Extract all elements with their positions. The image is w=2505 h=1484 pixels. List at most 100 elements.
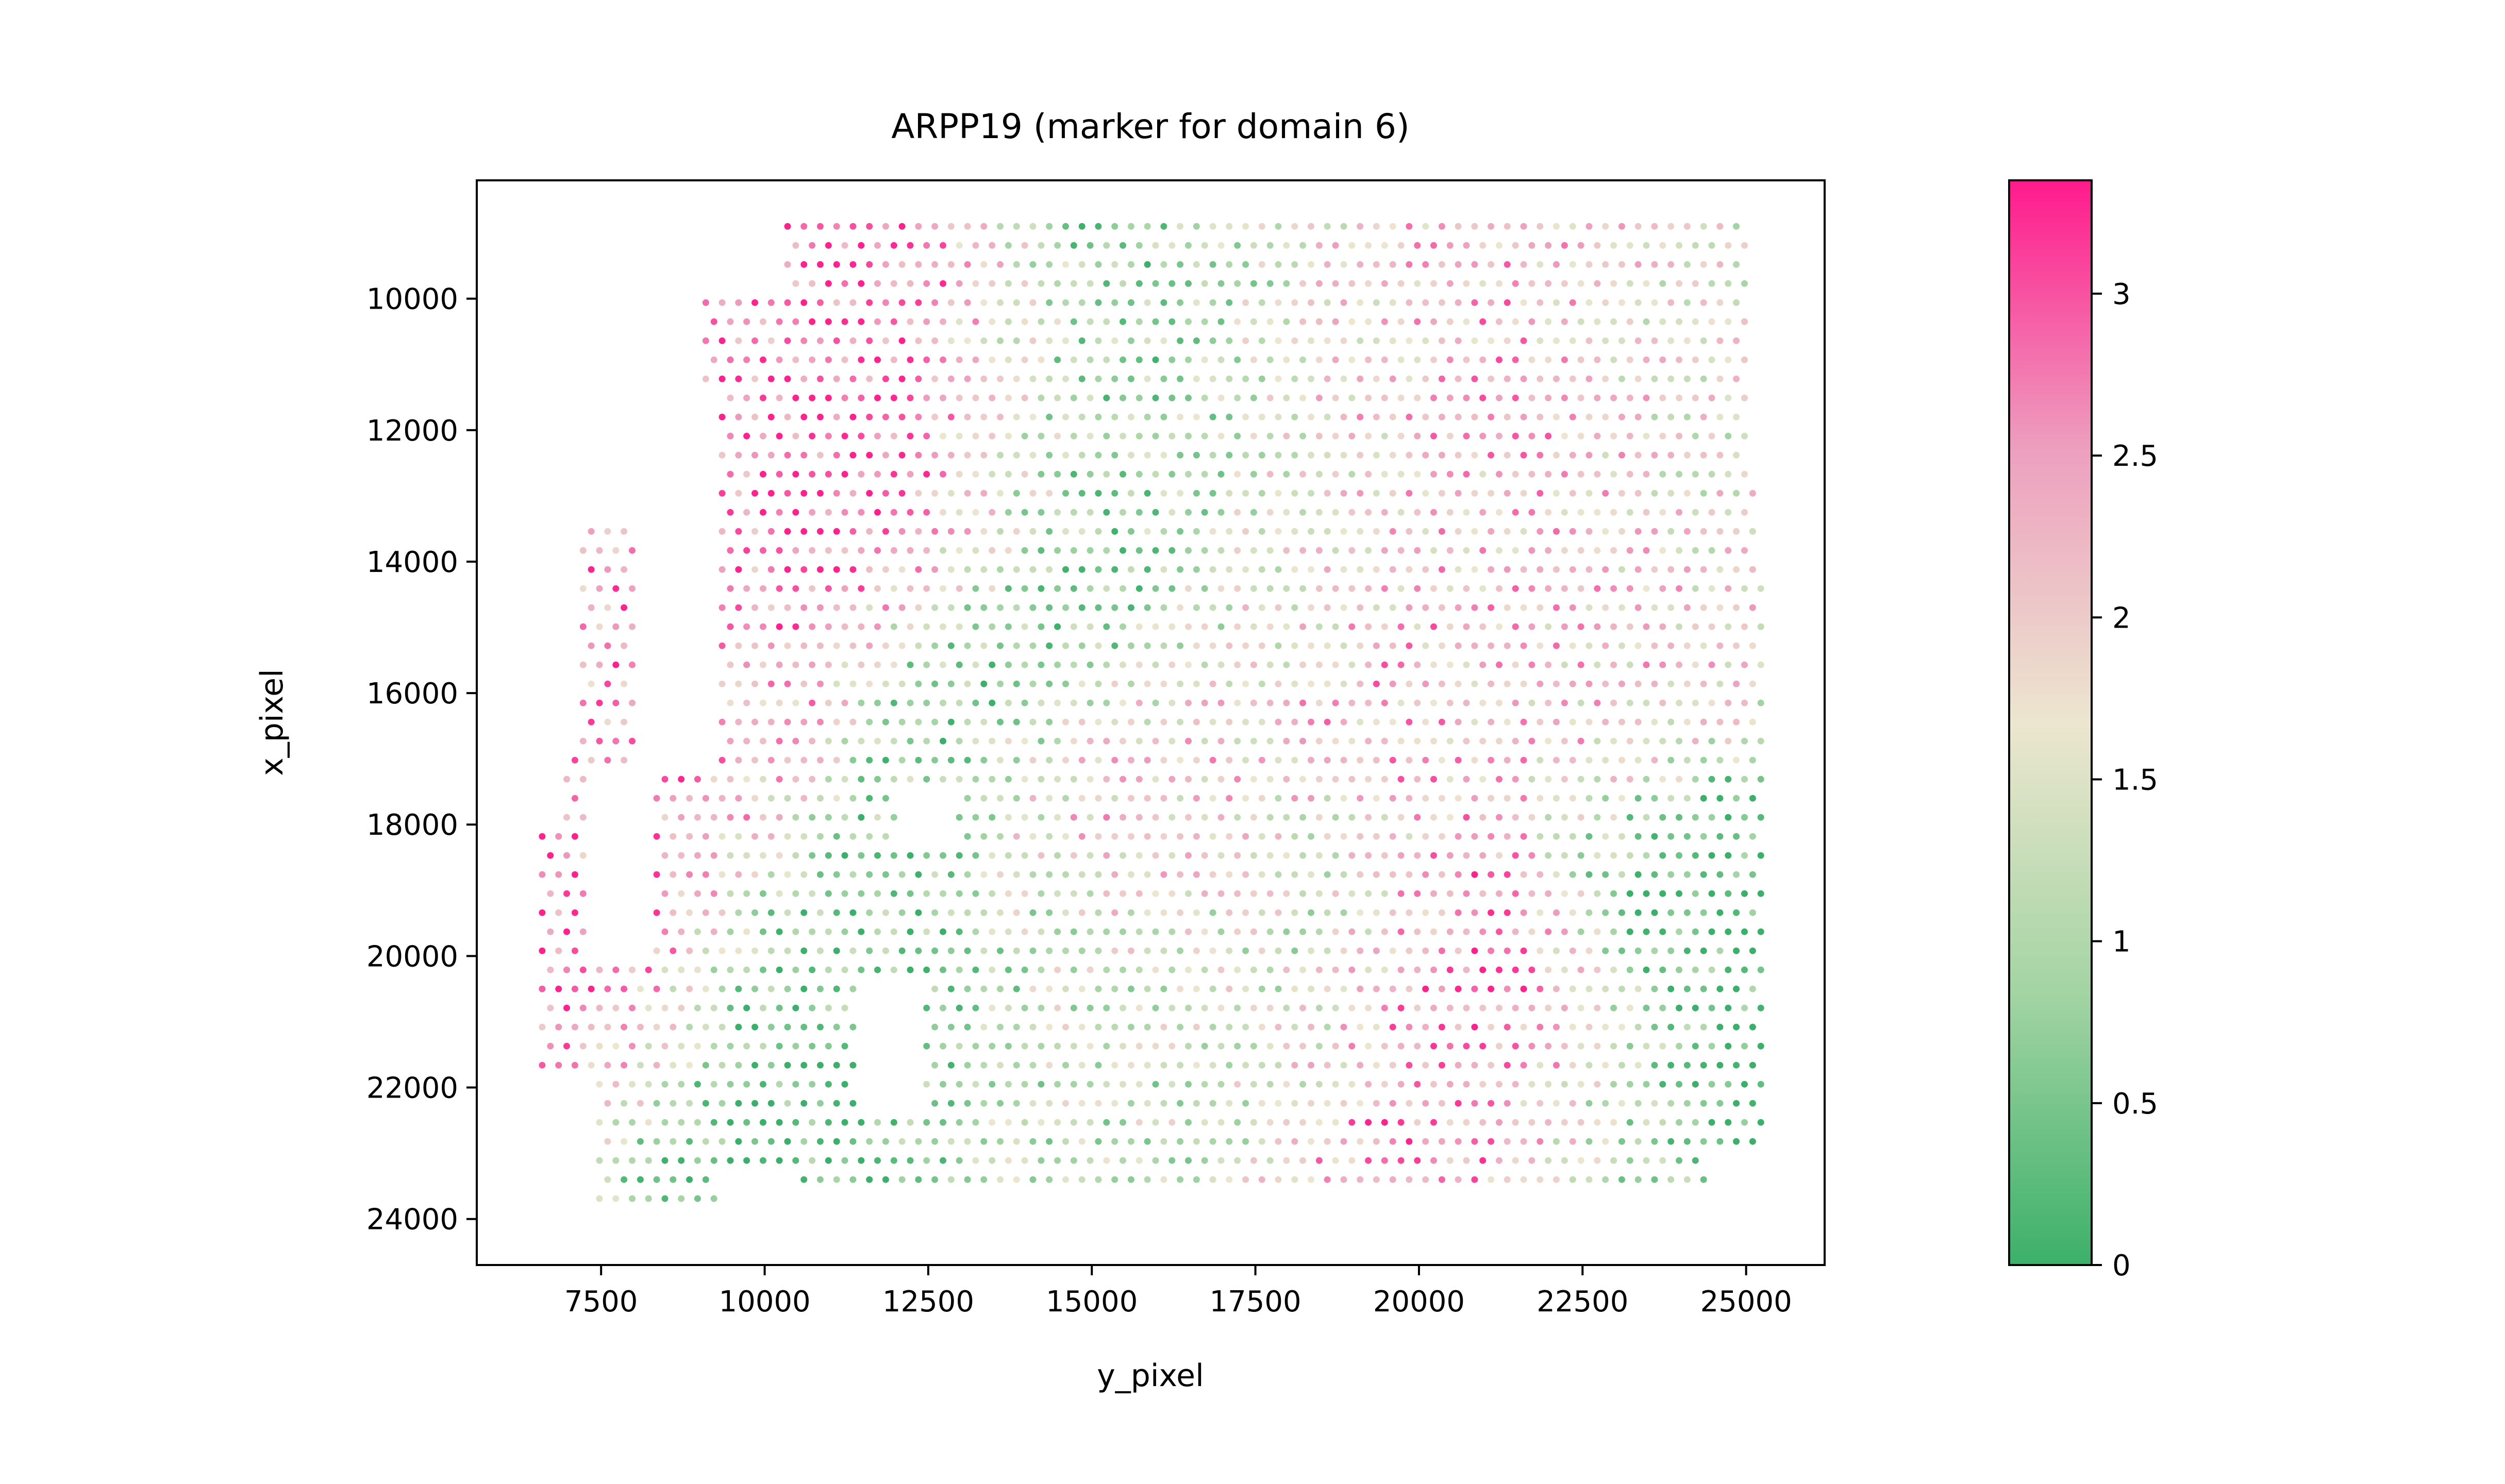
- spot: [767, 985, 775, 992]
- spot: [710, 1157, 717, 1164]
- spot: [612, 737, 620, 745]
- spot: [1446, 814, 1454, 821]
- spot: [1201, 280, 1208, 287]
- spot: [1667, 451, 1675, 459]
- spot: [1683, 337, 1691, 344]
- spot: [1078, 833, 1086, 840]
- spot: [1038, 547, 1045, 554]
- spot: [1716, 337, 1724, 344]
- spot: [1078, 528, 1086, 535]
- spot: [882, 795, 889, 802]
- spot: [784, 680, 791, 687]
- spot: [1046, 1138, 1053, 1145]
- spot: [547, 966, 554, 973]
- spot: [1185, 814, 1192, 821]
- spot: [1634, 566, 1642, 573]
- spot: [816, 1023, 824, 1031]
- spot: [1561, 432, 1568, 440]
- spot: [1618, 490, 1625, 497]
- spot: [1209, 909, 1216, 916]
- spot: [1308, 985, 1314, 992]
- spot: [1594, 966, 1601, 973]
- spot: [849, 566, 857, 573]
- spot: [890, 242, 897, 249]
- spot: [1561, 814, 1568, 821]
- spot: [1308, 947, 1314, 954]
- spot: [923, 623, 930, 630]
- spot: [956, 699, 963, 706]
- spot: [1422, 299, 1429, 306]
- spot: [1504, 718, 1511, 726]
- spot: [1651, 718, 1658, 726]
- spot: [1127, 871, 1134, 878]
- spot: [1201, 318, 1208, 325]
- spot: [1357, 604, 1364, 611]
- spot: [1120, 852, 1126, 859]
- spot: [1471, 947, 1478, 954]
- spot: [866, 833, 873, 840]
- spot: [621, 642, 628, 649]
- spot: [1634, 337, 1642, 344]
- spot: [1135, 242, 1143, 249]
- spot: [1537, 756, 1544, 764]
- spot: [1275, 1061, 1282, 1069]
- spot: [735, 528, 742, 535]
- spot: [1111, 223, 1118, 230]
- spot: [940, 966, 946, 973]
- spot: [1340, 795, 1347, 802]
- spot: [907, 242, 914, 249]
- spot: [1038, 509, 1045, 516]
- spot: [1021, 737, 1028, 745]
- spot: [874, 928, 881, 935]
- spot: [1553, 299, 1560, 306]
- spot: [997, 299, 1004, 306]
- spot: [825, 1157, 832, 1164]
- spot: [1414, 966, 1421, 973]
- spot: [1389, 871, 1396, 878]
- spot: [1177, 337, 1184, 344]
- spot: [694, 966, 701, 973]
- spot: [1561, 470, 1568, 478]
- spot: [1332, 394, 1339, 401]
- spot: [1103, 432, 1110, 440]
- colorbar-tick-label: 3: [2112, 278, 2131, 311]
- spot: [931, 604, 939, 611]
- spot: [964, 1023, 971, 1031]
- spot: [579, 966, 587, 973]
- spot: [751, 413, 758, 420]
- spot: [1038, 318, 1045, 325]
- spot: [1234, 356, 1241, 363]
- spot: [1160, 1061, 1167, 1069]
- spot: [727, 699, 734, 706]
- spot: [1553, 413, 1560, 420]
- colorbar-tick-label: 2: [2112, 601, 2131, 635]
- spot: [1446, 394, 1454, 401]
- spot: [1242, 642, 1249, 649]
- spot: [1144, 909, 1151, 916]
- spot: [1373, 795, 1380, 802]
- spot: [1021, 318, 1028, 325]
- spot: [825, 737, 832, 745]
- spot: [1013, 223, 1020, 230]
- spot: [923, 509, 930, 516]
- spot: [719, 718, 726, 726]
- spot: [1299, 1119, 1307, 1126]
- spot: [1659, 890, 1666, 897]
- spot: [1070, 737, 1077, 745]
- spot: [1111, 1061, 1118, 1069]
- spot: [997, 604, 1004, 611]
- spot: [1618, 1138, 1625, 1145]
- spot: [1626, 1157, 1633, 1164]
- spot: [931, 680, 939, 687]
- spot: [1283, 775, 1290, 783]
- spot: [1135, 1042, 1143, 1050]
- spot: [767, 299, 775, 306]
- spot: [735, 871, 742, 878]
- spot: [1193, 1023, 1200, 1031]
- spot: [1070, 1004, 1077, 1011]
- spot: [1692, 814, 1699, 821]
- spot: [1406, 566, 1413, 573]
- spot: [1397, 432, 1405, 440]
- spot: [1291, 833, 1298, 840]
- spot: [1520, 947, 1527, 954]
